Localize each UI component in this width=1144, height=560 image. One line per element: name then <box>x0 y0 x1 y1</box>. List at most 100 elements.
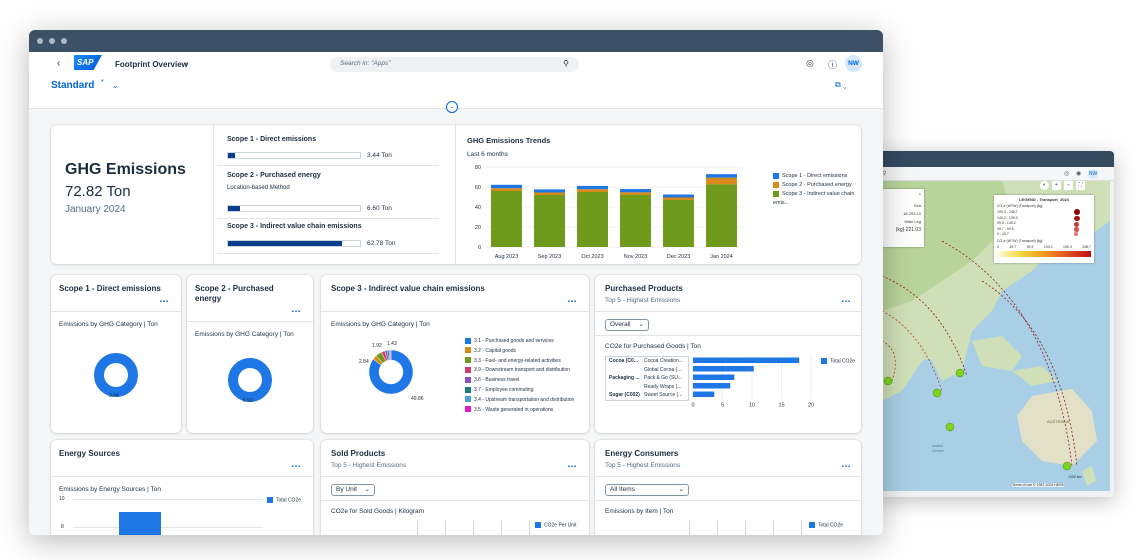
map-canvas[interactable]: × Sea 18,293.10 Main Leg (kg) 221.03 ◐ +… <box>882 181 1110 491</box>
trends-bar-segment[interactable] <box>663 197 694 201</box>
trends-bar-segment[interactable] <box>620 192 651 195</box>
app-title[interactable]: Footprint Overview <box>115 60 188 69</box>
purchased-x-tick: 10 <box>749 403 755 409</box>
map-zoom-in-icon[interactable]: + <box>1052 181 1061 190</box>
help-icon[interactable]: ⓘ <box>828 60 838 70</box>
trends-bar-segment[interactable] <box>534 195 565 247</box>
purchased-more-icon[interactable]: … <box>841 294 852 305</box>
scope3-more-icon[interactable]: … <box>567 294 578 305</box>
search-input[interactable]: Search in: "Apps" ⚲ <box>330 57 579 72</box>
variant-chevron-icon[interactable]: ⌄ <box>112 81 119 90</box>
user-avatar[interactable]: NW <box>845 55 862 72</box>
trends-chart[interactable]: 0 20 40 60 80 Aug 2023 Sep 2023 Oct 2023 Nov 202… <box>459 163 749 263</box>
trends-bar-segment[interactable] <box>663 194 694 198</box>
trends-bar-segment[interactable] <box>491 184 522 189</box>
trends-legend-item[interactable]: Scope 1 - Direct emissions <box>773 172 861 181</box>
scope1-card[interactable]: Scope 1 - Direct emissions … Emissions b… <box>51 275 181 433</box>
sap-logo[interactable]: SAP <box>74 55 102 70</box>
map-zoom-out-icon[interactable]: − <box>1064 181 1073 190</box>
trends-bar-segment[interactable] <box>706 177 737 185</box>
energy-sources-card[interactable]: Energy Sources … Emissions by Energy Sou… <box>51 440 313 535</box>
gridline <box>773 520 774 535</box>
map-headset-icon[interactable]: ◎ <box>1064 171 1070 177</box>
scope3-donut[interactable] <box>361 342 421 402</box>
scope3-legend-item[interactable]: 3.5 - Waste generated in operations <box>465 406 574 416</box>
purchased-bar-chart[interactable]: 0 5 10 15 20 <box>689 356 819 416</box>
trends-bar-segment[interactable] <box>706 174 737 178</box>
trends-bar-segment[interactable] <box>620 195 651 247</box>
trends-bar-segment[interactable] <box>577 192 608 247</box>
trends-bar-segment[interactable] <box>491 191 522 247</box>
map-attribution[interactable]: Terms of use © 1987-2024 HERE <box>1012 483 1064 487</box>
consumers-legend[interactable]: Total CO2e <box>809 522 843 528</box>
page-header: Standard * ⌄ ⧉ ⌄ ⌄ <box>29 77 883 113</box>
trends-legend-item[interactable]: Scope 3 - Indirect value chain emis... <box>773 190 861 208</box>
trends-x-tick: Jan 2024 <box>710 254 733 260</box>
sold-more-icon[interactable]: … <box>567 459 578 470</box>
scope3-legend-item[interactable]: 3.6 - Business travel <box>465 376 574 386</box>
purchased-bar[interactable] <box>693 366 754 372</box>
scope3-legend-item[interactable]: 3.9 - Downstream transport and distribut… <box>465 366 574 376</box>
window-maximize-dot[interactable] <box>61 38 67 44</box>
scope3-legend-item[interactable]: 3.3 - Fuel- and energy-related activitie… <box>465 357 574 367</box>
scope3-legend-item[interactable]: 3.4 - Upstream transportation and distri… <box>465 396 574 406</box>
purchased-bar[interactable] <box>693 374 735 381</box>
energy-consumers-card[interactable]: Energy Consumers Top 5 - Highest Emissio… <box>595 440 861 535</box>
scope2-label[interactable]: Scope 2 - Purchased energy <box>227 172 321 179</box>
map-popup-close-icon[interactable]: × <box>918 191 921 196</box>
window-close-dot[interactable] <box>37 38 43 44</box>
scope1-more-icon[interactable]: … <box>159 294 170 305</box>
trends-bar-segment[interactable] <box>577 189 608 192</box>
trends-bar-segment[interactable] <box>620 189 651 193</box>
scope3-legend-item[interactable]: 3.7 - Employee commuting <box>465 386 574 396</box>
collapse-header-icon[interactable]: ⌄ <box>446 101 458 113</box>
map-search-icon[interactable]: ⚲ <box>882 171 887 177</box>
sold-filter-select[interactable]: By Unit ⌄ <box>331 484 375 496</box>
scope3-legend-item[interactable]: 3.2 - Capital goods <box>465 347 574 357</box>
back-icon[interactable]: ‹ <box>57 58 61 69</box>
sold-legend[interactable]: CO2e Per Unit <box>535 522 577 528</box>
scope3-donut-slice[interactable] <box>368 349 414 395</box>
map-help-icon[interactable]: ◉ <box>1076 171 1082 177</box>
energy-sources-more-icon[interactable]: … <box>291 459 302 470</box>
trends-bar-segment[interactable] <box>534 192 565 196</box>
scope2-more-icon[interactable]: … <box>291 304 302 315</box>
scope3-label[interactable]: Scope 3 - Indirect value chain emissions <box>227 223 362 230</box>
map-fullscreen-icon[interactable]: ⛶ <box>1076 181 1085 190</box>
consumers-more-icon[interactable]: … <box>841 459 852 470</box>
scope1-donut-slice[interactable] <box>94 353 138 397</box>
scope1-donut[interactable] <box>91 350 141 400</box>
trends-bar-segment[interactable] <box>577 185 608 190</box>
app-title-chevron-icon[interactable]: ⌄ <box>184 60 190 67</box>
trends-bar-segment[interactable] <box>663 200 694 247</box>
purchased-bar[interactable] <box>693 383 731 389</box>
scope3-legend-item[interactable]: 3.1 - Purchased goods and services <box>465 337 574 347</box>
headset-icon[interactable]: ◎ <box>806 58 814 68</box>
purchased-bar[interactable] <box>693 357 800 364</box>
scope2-donut[interactable] <box>225 355 275 405</box>
variant-title[interactable]: Standard <box>51 80 95 91</box>
consumers-filter-select[interactable]: All Items ⌄ <box>605 484 689 496</box>
trends-bar-segment[interactable] <box>534 189 565 193</box>
trends-bar-segment[interactable] <box>706 184 737 247</box>
map-compass-icon[interactable]: ◐ <box>1040 181 1049 190</box>
scope3-donut-slice[interactable] <box>389 349 392 361</box>
scope1-label[interactable]: Scope 1 - Direct emissions <box>227 136 317 143</box>
trends-bar-segment[interactable] <box>491 188 522 191</box>
sold-products-card[interactable]: Sold Products Top 5 - Highest Emissions … <box>321 440 589 535</box>
trends-legend-item[interactable]: Scope 2 - Purchased energy <box>773 181 861 190</box>
purchased-legend[interactable]: Total CO2e <box>821 358 855 364</box>
search-icon[interactable]: ⚲ <box>563 59 569 68</box>
map-avatar[interactable]: NW <box>1088 169 1098 179</box>
purchased-bar[interactable] <box>693 391 715 398</box>
scope2-card[interactable]: Scope 2 - Purchased energy … Emissions b… <box>187 275 313 433</box>
purchased-filter-select[interactable]: Overall ⌄ <box>605 319 649 331</box>
scope2-donut-slice[interactable] <box>228 358 272 402</box>
scope3-card[interactable]: Scope 3 - Indirect value chain emissions… <box>321 275 589 433</box>
purchased-products-card[interactable]: Purchased Products Top 5 - Highest Emiss… <box>595 275 861 433</box>
map-popup-leg: Main Leg <box>904 219 921 224</box>
energy-sources-legend[interactable]: Total CO2e <box>267 497 301 503</box>
window-minimize-dot[interactable] <box>49 38 55 44</box>
share-icon[interactable]: ⧉ ⌄ <box>835 80 847 89</box>
energy-sources-bar[interactable] <box>119 512 161 535</box>
